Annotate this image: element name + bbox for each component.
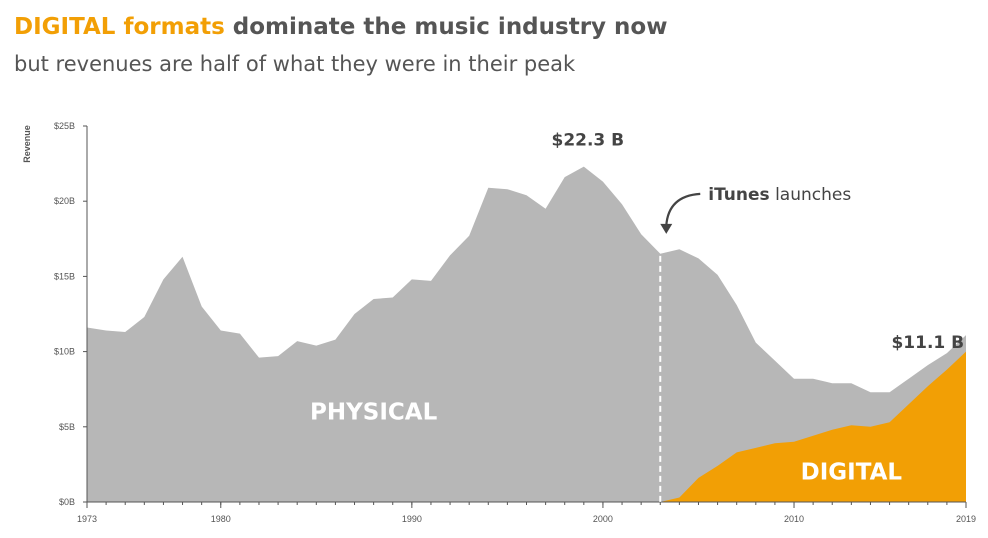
itunes-annotation: iTunes launches [708,185,851,205]
area-layers [87,166,966,502]
arrowhead-icon [660,223,673,234]
title-accent: DIGITAL formats [14,14,225,40]
physical-area-label: PHYSICAL [310,399,438,425]
itunes-annotation-rest: launches [770,185,852,205]
y-tick-label: $10B [54,347,75,357]
x-tick-label: 1980 [211,514,231,524]
itunes-annotation-bold: iTunes [708,185,769,205]
x-tick-label: 1973 [77,514,97,524]
peak-annotation: $22.3 B [551,131,624,151]
y-tick-label: $15B [54,271,75,281]
x-tick-label: 2019 [956,514,976,524]
chart-title: DIGITAL formats dominate the music indus… [14,14,667,40]
digital-area [87,351,966,502]
x-tick-label: 2000 [593,514,613,524]
title-rest: dominate the music industry now [224,14,668,40]
chart-subtitle: but revenues are half of what they were … [14,52,576,76]
y-tick-label: $25B [54,121,75,131]
y-axis-title: Revenue [22,125,32,163]
physical-area [87,166,966,502]
x-tick-label: 2010 [784,514,804,524]
curved-arrow-icon [665,192,701,226]
latest-value-annotation: $11.1 B [891,333,964,353]
x-tick-label: 1990 [402,514,422,524]
y-tick-label: $0B [59,497,75,507]
y-tick-label: $20B [54,196,75,206]
y-tick-label: $5B [59,422,75,432]
axes: $0B $5B $10B $15B $20B $25B 1973 1980 1990 2000 20… [54,121,976,524]
digital-area-label: DIGITAL [801,459,903,485]
